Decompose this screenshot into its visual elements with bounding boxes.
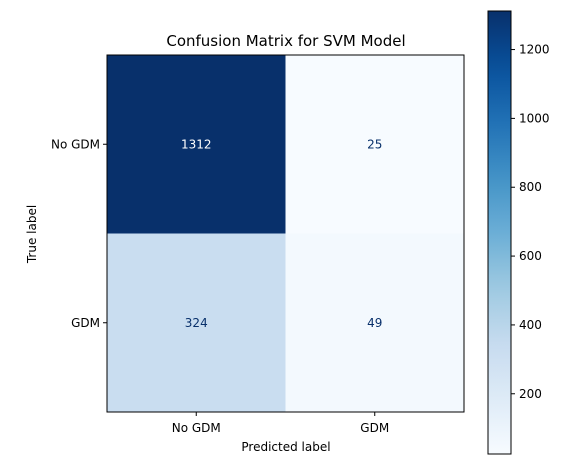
matrix-cells: 1312 25 324 49 bbox=[107, 55, 464, 412]
colorbar-fill bbox=[487, 10, 512, 455]
y-axis-label: True label bbox=[25, 205, 39, 264]
cell-value-label: 25 bbox=[367, 137, 382, 151]
row-tick-labels: No GDM GDM bbox=[51, 137, 107, 330]
matrix-cell bbox=[285, 233, 464, 412]
cell-value-label: 324 bbox=[185, 316, 208, 330]
colorbar: 200 400 600 800 1000 1200 bbox=[487, 10, 550, 455]
colorbar-tick-label: 1200 bbox=[519, 43, 550, 57]
colorbar-tick-label: 800 bbox=[519, 180, 542, 194]
cell-value-label: 49 bbox=[367, 316, 382, 330]
cell-value-label: 1312 bbox=[181, 137, 212, 151]
matrix-cell bbox=[107, 233, 286, 412]
col-tick-labels: No GDM GDM bbox=[172, 412, 389, 435]
matrix-cell bbox=[285, 55, 464, 234]
col-tick-label: GDM bbox=[360, 421, 389, 435]
x-axis-label: Predicted label bbox=[241, 440, 330, 454]
colorbar-tick-label: 600 bbox=[519, 249, 542, 263]
matrix-cell bbox=[107, 55, 286, 234]
matrix-frame bbox=[106, 54, 465, 413]
colorbar-ticks: 200 400 600 800 1000 1200 bbox=[511, 43, 550, 401]
colorbar-tick-label: 1000 bbox=[519, 111, 550, 125]
col-tick-label: No GDM bbox=[172, 421, 221, 435]
row-tick-label: No GDM bbox=[51, 137, 100, 151]
row-tick-label: GDM bbox=[71, 316, 100, 330]
colorbar-tick-label: 200 bbox=[519, 387, 542, 401]
colorbar-tick-label: 400 bbox=[519, 318, 542, 332]
chart-title: Confusion Matrix for SVM Model bbox=[166, 32, 405, 50]
